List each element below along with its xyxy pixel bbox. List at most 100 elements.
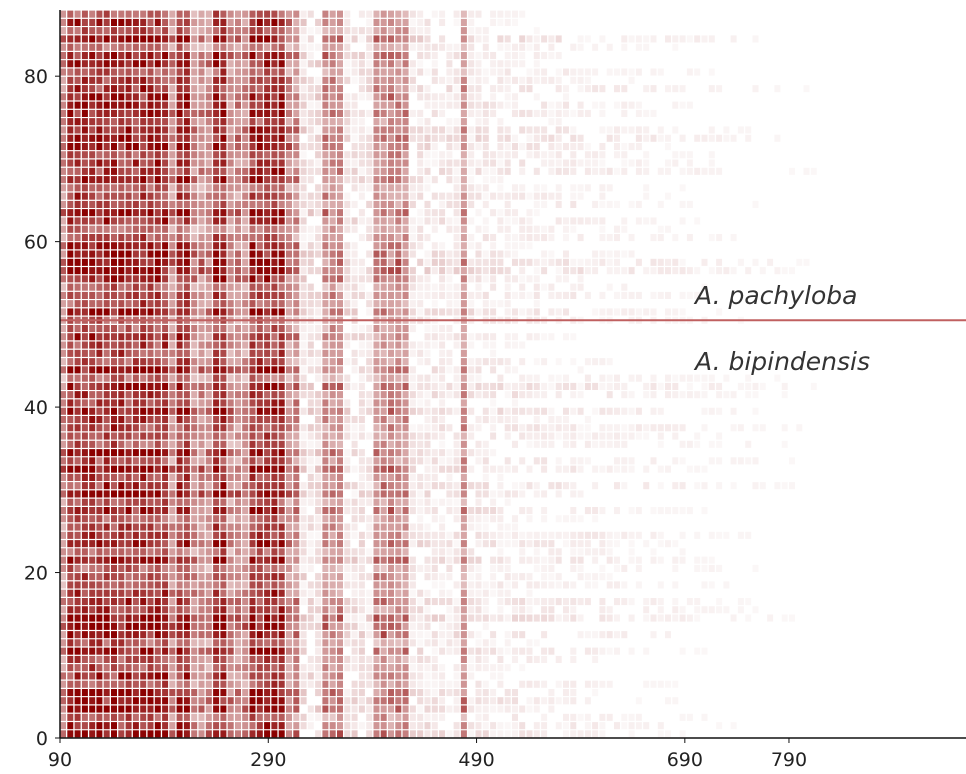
heatmap-cell [329,531,336,539]
heatmap-cell [446,225,453,233]
heatmap-cell [446,589,453,597]
heatmap-cell [482,151,489,159]
heatmap-cell [315,267,322,275]
heatmap-cell [555,655,562,663]
heatmap-cell [89,391,96,399]
heatmap-cell [482,622,489,630]
heatmap-cell [125,440,132,448]
heatmap-cell [96,250,103,258]
heatmap-cell [162,333,169,341]
heatmap-cell [584,713,591,721]
heatmap-cell [643,680,650,688]
heatmap-cell [409,225,416,233]
heatmap-cell [249,614,256,622]
heatmap-cell [162,689,169,697]
heatmap-cell [242,184,249,192]
heatmap-cell [606,548,613,556]
heatmap-cell [162,167,169,175]
heatmap-cell [264,242,271,250]
heatmap-cell [81,556,88,564]
heatmap-cell [519,159,526,167]
heatmap-cell [67,308,74,316]
heatmap-cell [67,382,74,390]
heatmap-cell [315,664,322,672]
heatmap-cell [395,473,402,481]
heatmap-cell [563,308,569,316]
heatmap-cell [103,531,110,539]
heatmap-cell [395,639,402,647]
heatmap-cell [293,184,300,192]
heatmap-cell [424,217,431,225]
heatmap-cell [293,598,300,606]
heatmap-cell [745,374,752,382]
heatmap-cell [198,564,205,572]
heatmap-cell [380,705,387,713]
heatmap-cell [621,465,628,473]
heatmap-cell [169,664,176,672]
heatmap-cell [154,440,161,448]
heatmap-cell [67,540,74,548]
heatmap-cell [468,515,475,523]
heatmap-cell [242,622,249,630]
heatmap-cell [125,589,132,597]
heatmap-cell [271,234,278,242]
heatmap-cell [409,631,416,639]
heatmap-cell [614,308,620,316]
heatmap-cell [366,358,373,366]
heatmap-cell [264,151,271,159]
heatmap-cell [475,424,482,432]
heatmap-cell [533,722,540,730]
heatmap-cell [475,449,482,457]
heatmap-cell [286,531,292,539]
heatmap-cell [475,697,482,705]
heatmap-cell [388,184,394,192]
heatmap-cell [395,341,402,349]
heatmap-cell [694,615,700,622]
heatmap-cell [453,267,460,275]
heatmap-cell [213,382,220,390]
heatmap-cell [337,507,343,515]
heatmap-cell [541,730,548,738]
heatmap-cell [388,647,394,655]
heatmap-cell [504,209,511,217]
heatmap-cell [176,242,183,250]
heatmap-cell [431,540,438,548]
heatmap-cell [643,184,650,192]
heatmap-cell [526,209,533,217]
heatmap-cell [198,705,205,713]
heatmap-cell [125,689,132,697]
heatmap-cell [286,283,292,291]
heatmap-cell [482,300,489,308]
heatmap-cell [111,713,117,721]
heatmap-cell [132,341,139,349]
heatmap-cell [300,664,307,672]
heatmap-cell [213,275,220,283]
heatmap-cell [395,267,402,275]
heatmap-cell [315,234,322,242]
heatmap-cell [424,713,431,721]
heatmap-cell [67,465,74,473]
heatmap-cell [686,167,693,175]
heatmap-cell [227,300,234,308]
heatmap-cell [278,639,285,647]
heatmap-cell [475,391,482,399]
heatmap-cell [599,160,605,167]
heatmap-cell [380,374,387,382]
heatmap-cell [132,275,139,283]
heatmap-cell [460,225,467,233]
heatmap-cell [111,556,117,564]
heatmap-cell [191,672,198,680]
heatmap-cell [431,697,438,705]
heatmap-cell [388,548,394,556]
heatmap-cell [409,341,416,349]
heatmap-cell [118,473,125,481]
heatmap-cell [213,490,220,498]
heatmap-cell [490,250,497,258]
heatmap-cell [169,465,176,473]
heatmap-cell [176,672,183,680]
heatmap-cell [162,598,169,606]
heatmap-cell [147,374,154,382]
heatmap-cell [709,441,715,448]
heatmap-cell [388,325,394,333]
heatmap-cell [147,722,154,730]
